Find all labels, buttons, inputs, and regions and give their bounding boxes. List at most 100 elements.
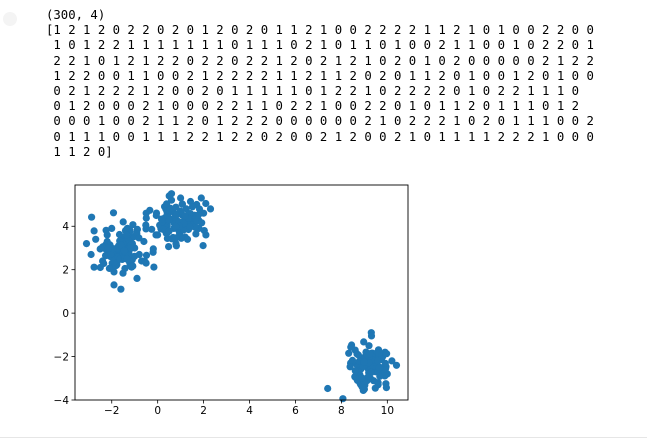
x-tick-label: 2: [200, 405, 207, 415]
data-point: [358, 374, 366, 382]
data-point: [186, 223, 194, 231]
data-point: [123, 255, 131, 263]
scatter-plot-svg: −2 0 2 4 6 8 10 −4 −2 0 2 4: [54, 184, 409, 417]
data-point: [117, 285, 125, 293]
data-point: [90, 263, 98, 271]
data-point: [188, 203, 197, 211]
output-text: (300, 4) [1 2 1 2 0 2 2 0 2 0 1 2 0 2 0 1…: [46, 8, 594, 160]
data-point: [108, 224, 116, 232]
labels-line: 0 1 1 1 0 0 1 1 1 2 2 1 2 2 0 2 0 0 2 1 …: [46, 129, 594, 144]
labels-line: 0 1 2 0 0 0 2 1 0 0 0 2 2 1 1 0 2 2 1 0 …: [46, 99, 580, 114]
data-point: [102, 226, 110, 234]
data-points: [82, 190, 401, 403]
data-point: [192, 230, 200, 238]
data-point: [348, 356, 357, 364]
data-point: [172, 203, 180, 211]
data-point: [370, 377, 378, 385]
data-point: [82, 240, 91, 248]
data-point: [360, 338, 368, 346]
data-point: [172, 222, 180, 231]
data-point: [121, 264, 129, 273]
data-point: [376, 372, 384, 380]
labels-line: [1 2 1 2 0 2 2 0 2 0 1 2 0 2 0 1 1 2 1 0…: [46, 23, 594, 38]
data-point: [339, 395, 347, 403]
data-point: [92, 235, 100, 243]
data-point: [347, 343, 355, 351]
data-point: [195, 205, 204, 213]
data-point: [123, 224, 131, 232]
data-point: [197, 194, 205, 202]
data-point: [129, 221, 137, 229]
data-point: [117, 241, 126, 249]
y-axis-ticks: −4 −2 0 2 4: [54, 221, 75, 407]
data-point: [149, 245, 157, 253]
data-point: [126, 244, 134, 252]
data-point: [388, 357, 396, 365]
data-point: [129, 262, 137, 270]
x-tick-label: 4: [246, 405, 253, 415]
data-point: [100, 259, 108, 268]
labels-line: 1 2 2 0 0 1 1 0 0 2 1 2 2 2 2 1 1 2 1 1 …: [46, 68, 594, 83]
data-point: [154, 231, 162, 239]
data-point: [375, 349, 383, 357]
data-point: [120, 247, 128, 255]
data-point: [392, 361, 401, 369]
data-point: [182, 205, 190, 213]
data-point: [183, 235, 192, 243]
data-point: [107, 250, 115, 258]
data-point: [206, 205, 215, 213]
data-point: [346, 363, 354, 371]
data-point: [191, 223, 199, 231]
data-point: [152, 209, 161, 217]
data-point: [131, 252, 139, 260]
data-point: [150, 263, 158, 271]
y-tick-label: 0: [62, 308, 69, 320]
data-point: [165, 216, 173, 224]
data-point: [365, 342, 373, 350]
data-point: [181, 212, 189, 220]
x-tick-label: 8: [338, 405, 345, 415]
data-point: [148, 225, 156, 233]
data-point: [142, 251, 151, 259]
x-tick-label: −2: [104, 405, 119, 415]
data-point: [87, 250, 95, 259]
data-point: [365, 350, 374, 358]
data-point: [99, 243, 107, 251]
data-point: [381, 359, 389, 367]
data-point: [367, 332, 376, 340]
x-tick-label: 6: [292, 405, 299, 415]
data-point: [345, 349, 353, 357]
data-point: [359, 386, 367, 394]
data-point: [202, 199, 210, 208]
data-point: [122, 231, 130, 239]
data-point: [168, 235, 176, 243]
data-point: [88, 213, 96, 221]
data-point: [200, 227, 208, 235]
y-tick-label: 4: [62, 221, 69, 233]
data-point: [198, 219, 206, 227]
y-tick-label: −2: [54, 351, 69, 363]
labels-line: 0 0 0 1 0 0 2 1 1 2 0 1 2 2 2 0 0 0 0 0 …: [46, 114, 594, 129]
data-point: [165, 227, 173, 235]
data-point: [354, 351, 362, 359]
labels-line: 0 2 1 2 2 2 1 2 0 0 2 0 1 1 1 1 1 0 1 2 …: [46, 83, 580, 98]
x-tick-label: 0: [154, 405, 161, 415]
data-point: [109, 209, 118, 217]
data-point: [90, 227, 98, 235]
shape-output: (300, 4): [46, 8, 106, 22]
data-point: [105, 264, 113, 272]
data-point: [119, 218, 127, 226]
data-point: [165, 243, 173, 251]
data-point: [375, 363, 383, 371]
data-point: [142, 214, 150, 222]
data-point: [140, 237, 148, 246]
data-point: [194, 211, 203, 219]
x-tick-label: 10: [381, 405, 394, 415]
data-point: [177, 194, 185, 202]
y-tick-label: 2: [62, 264, 69, 276]
data-point: [167, 190, 176, 198]
data-point: [115, 230, 124, 239]
data-point: [382, 384, 390, 392]
data-point: [199, 242, 207, 250]
